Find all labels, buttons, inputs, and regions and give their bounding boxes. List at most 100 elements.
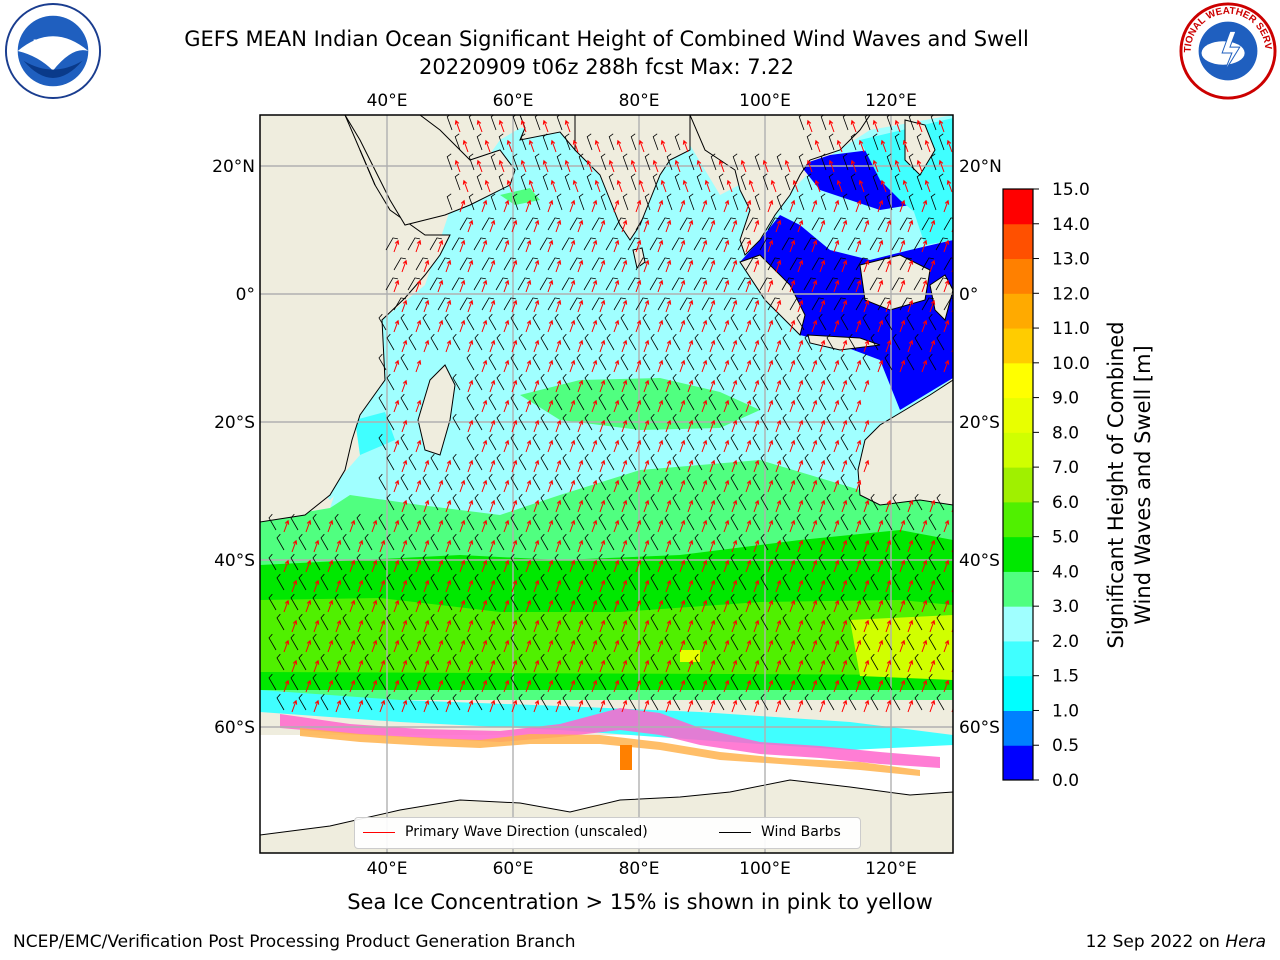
wave-direction-arrow: [704, 179, 711, 193]
wind-barb: [840, 313, 849, 331]
wave-direction-arrow: [577, 299, 584, 313]
wind-barb: [576, 513, 585, 531]
wave-direction-arrow: [511, 259, 518, 273]
wind-barb: [276, 573, 285, 591]
wind-barb: [490, 153, 497, 171]
wind-barb: [796, 433, 805, 451]
wind-barb: [716, 453, 725, 471]
wind-barb: [862, 553, 871, 571]
wind-barb: [914, 653, 923, 671]
wave-direction-arrow: [687, 539, 694, 553]
wind-barb: [862, 593, 871, 611]
wind-barb: [820, 153, 827, 171]
wind-barb: [503, 297, 516, 311]
wind-barb: [642, 353, 651, 371]
wave-direction-arrow: [665, 419, 672, 433]
wind-barb: [767, 257, 780, 271]
wind-barb: [620, 633, 629, 651]
wind-barb: [936, 533, 945, 551]
wind-barb: [510, 593, 519, 611]
wind-barb: [908, 193, 915, 211]
wind-barb: [877, 257, 890, 271]
wave-direction-arrow: [863, 459, 870, 473]
wave-direction-arrow: [701, 559, 708, 573]
wave-direction-arrow: [577, 699, 584, 713]
wave-direction-arrow: [916, 159, 923, 173]
wind-barb: [752, 393, 761, 411]
wind-barb: [891, 277, 904, 291]
wave-direction-arrow: [467, 579, 474, 593]
wave-direction-arrow: [481, 439, 488, 453]
wave-direction-arrow: [863, 299, 870, 313]
wind-barb: [584, 413, 593, 431]
wave-direction-arrow: [533, 619, 540, 633]
wave-direction-arrow: [635, 519, 642, 533]
wind-barb: [298, 613, 307, 631]
wave-direction-arrow: [401, 539, 408, 553]
wave-direction-arrow: [635, 359, 642, 373]
wave-direction-arrow: [511, 219, 518, 233]
wind-barb: [650, 453, 659, 471]
wind-barb: [429, 237, 442, 251]
wind-barb: [804, 373, 813, 391]
wind-barb: [474, 373, 483, 391]
wind-barb: [847, 277, 860, 291]
wind-barb: [848, 493, 857, 511]
wind-barb: [334, 553, 343, 571]
wind-barb: [760, 453, 769, 471]
wind-barb: [554, 393, 563, 411]
wind-barb: [422, 553, 431, 571]
wave-direction-arrow: [723, 239, 730, 253]
wave-direction-arrow: [907, 499, 914, 513]
wind-barb: [496, 533, 505, 551]
wave-direction-arrow: [696, 159, 703, 173]
wave-direction-arrow: [481, 599, 488, 613]
wave-direction-arrow: [635, 479, 642, 493]
wind-barb: [532, 593, 541, 611]
wind-barb: [738, 493, 747, 511]
wave-direction-arrow: [921, 319, 928, 333]
wind-barb: [496, 413, 505, 431]
wind-barb: [782, 333, 791, 351]
wave-direction-arrow: [498, 119, 505, 133]
wave-direction-arrow: [855, 479, 862, 493]
wave-direction-arrow: [657, 599, 664, 613]
wave-direction-arrow: [327, 599, 334, 613]
wave-direction-arrow: [770, 179, 777, 193]
wind-barb: [782, 373, 791, 391]
wind-barb: [386, 573, 395, 591]
wind-barb: [488, 473, 497, 491]
wind-barb: [650, 533, 659, 551]
wind-barb: [466, 393, 475, 411]
wave-direction-arrow: [745, 559, 752, 573]
wave-direction-arrow: [599, 619, 606, 633]
wind-barb: [620, 353, 629, 371]
wave-direction-arrow: [731, 339, 738, 353]
wave-direction-arrow: [423, 339, 430, 353]
wind-barb: [622, 193, 629, 211]
wind-barb: [400, 673, 409, 691]
wave-direction-arrow: [797, 499, 804, 513]
wind-barb: [408, 333, 417, 351]
wave-direction-arrow: [525, 359, 532, 373]
wave-direction-arrow: [379, 659, 386, 673]
wave-direction-arrow: [723, 359, 730, 373]
wind-barb: [606, 613, 615, 631]
wave-direction-arrow: [547, 239, 554, 253]
wave-direction-arrow: [687, 419, 694, 433]
wind-barb: [826, 573, 835, 591]
wave-direction-arrow: [679, 599, 686, 613]
australia-land: [857, 379, 953, 506]
wind-barb: [752, 553, 761, 571]
wind-barb: [598, 593, 607, 611]
wave-direction-arrow: [894, 119, 901, 133]
wind-barb: [540, 653, 549, 671]
wave-direction-arrow: [885, 219, 892, 233]
wave-direction-arrow: [679, 239, 686, 253]
legend-label: Wind Barbs: [761, 824, 841, 840]
wave-direction-arrow: [819, 459, 826, 473]
colorbar-swatch: [1003, 710, 1033, 746]
wave-direction-arrow: [855, 439, 862, 453]
wave-direction-arrow: [701, 359, 708, 373]
wave-direction-arrow: [547, 639, 554, 653]
